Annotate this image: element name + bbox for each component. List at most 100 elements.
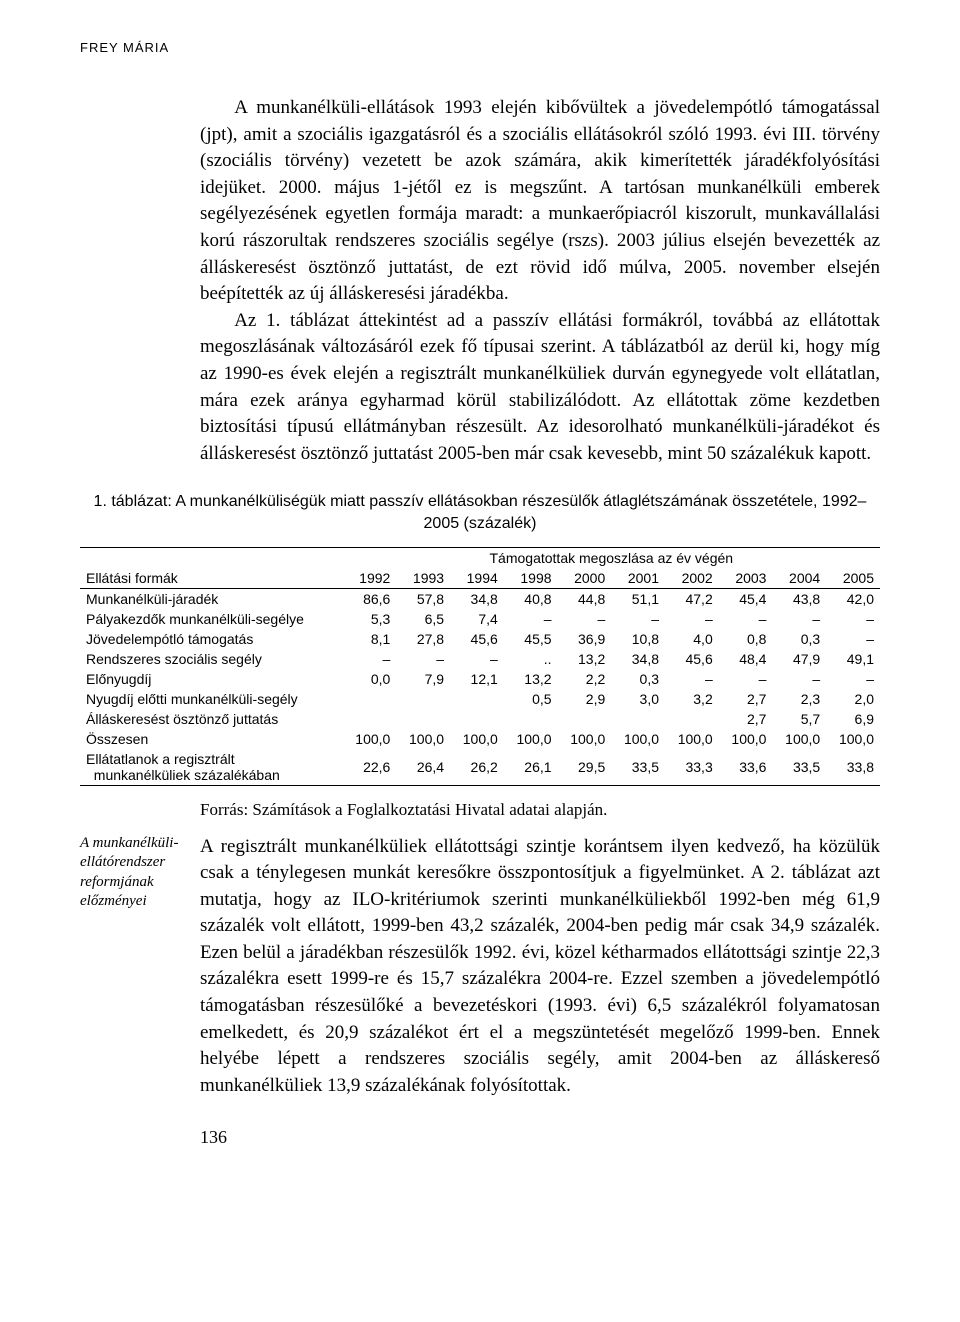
table-row-label: Álláskeresést ösztönző juttatás <box>80 709 343 729</box>
table-row-label: Ellátatlanok a regisztrált munkanélkülie… <box>80 749 343 786</box>
table-year-head: 1993 <box>396 568 450 589</box>
table-cell: 33,5 <box>611 749 665 786</box>
table-cell: – <box>719 609 773 629</box>
table-cell: 86,6 <box>343 588 397 609</box>
table-cell: .. <box>504 649 558 669</box>
table-cell: 34,8 <box>611 649 665 669</box>
paragraph-2: Az 1. táblázat áttekintést ad a passzív … <box>200 308 880 468</box>
paragraph-1: A munkanélküli-ellátások 1993 elején kib… <box>200 95 880 308</box>
paragraph-3: A regisztrált munkanélküliek ellátottság… <box>200 834 880 1100</box>
table-year-head: 1998 <box>504 568 558 589</box>
table-cell: 48,4 <box>719 649 773 669</box>
table-cell <box>396 689 450 709</box>
table-cell: 10,8 <box>611 629 665 649</box>
table-cell: – <box>826 609 880 629</box>
table-cell <box>450 709 504 729</box>
table-cell: 100,0 <box>450 729 504 749</box>
table-cell: 6,5 <box>396 609 450 629</box>
table-cell: 22,6 <box>343 749 397 786</box>
table-cell: 42,0 <box>826 588 880 609</box>
table-cell: 57,8 <box>396 588 450 609</box>
table-year-head: 2004 <box>772 568 826 589</box>
table-cell <box>450 689 504 709</box>
table-cell: 27,8 <box>396 629 450 649</box>
table-cell: 45,5 <box>504 629 558 649</box>
table-year-head: 2002 <box>665 568 719 589</box>
table-year-head: 1994 <box>450 568 504 589</box>
table-row-label: Nyugdíj előtti munkanélküli-segély <box>80 689 343 709</box>
table-row-label: Pályakezdők munkanélküli-segélye <box>80 609 343 629</box>
table-cell: 12,1 <box>450 669 504 689</box>
table-span-head: Támogatottak megoszlása az év végén <box>343 547 880 568</box>
table-cell: 8,1 <box>343 629 397 649</box>
table-cell: – <box>665 669 719 689</box>
table-cell: 100,0 <box>772 729 826 749</box>
table-cell: 100,0 <box>343 729 397 749</box>
table-cell: 40,8 <box>504 588 558 609</box>
table-cell: – <box>772 609 826 629</box>
table-cell: 100,0 <box>558 729 612 749</box>
table-cell: 47,9 <box>772 649 826 669</box>
table-cell: 13,2 <box>558 649 612 669</box>
table-cell: 2,2 <box>558 669 612 689</box>
table-cell <box>504 709 558 729</box>
table-caption: 1. táblázat: A munkanélküliségük miatt p… <box>80 491 880 534</box>
table-cell: – <box>826 669 880 689</box>
table-cell: – <box>504 609 558 629</box>
table-cell: 26,4 <box>396 749 450 786</box>
table-cell <box>343 709 397 729</box>
page-number: 136 <box>200 1127 880 1148</box>
table-cell: – <box>450 649 504 669</box>
table-cell: 0,3 <box>611 669 665 689</box>
table-cell: 7,4 <box>450 609 504 629</box>
table-cell: – <box>396 649 450 669</box>
table-row-label: Jövedelempótló támogatás <box>80 629 343 649</box>
table-year-head: 2003 <box>719 568 773 589</box>
table-cell: 7,9 <box>396 669 450 689</box>
table-cell: 47,2 <box>665 588 719 609</box>
table-cell: 34,8 <box>450 588 504 609</box>
table-cell: – <box>611 609 665 629</box>
table-cell: 5,3 <box>343 609 397 629</box>
table-cell: 29,5 <box>558 749 612 786</box>
table-cell: 33,3 <box>665 749 719 786</box>
table-stub-head: Ellátási formák <box>80 568 343 589</box>
table-cell: 3,2 <box>665 689 719 709</box>
running-head: FREY MÁRIA <box>80 40 880 55</box>
table-cell: – <box>343 649 397 669</box>
table-cell: 44,8 <box>558 588 612 609</box>
table-cell: 45,6 <box>665 649 719 669</box>
table-cell: 26,1 <box>504 749 558 786</box>
table-cell: 100,0 <box>826 729 880 749</box>
table-cell: 0,8 <box>719 629 773 649</box>
table-cell <box>665 709 719 729</box>
data-table: Támogatottak megoszlása az év végén Ellá… <box>80 547 880 786</box>
table-cell: 0,3 <box>772 629 826 649</box>
table-cell: – <box>772 669 826 689</box>
table-cell: 26,2 <box>450 749 504 786</box>
table-cell: 100,0 <box>396 729 450 749</box>
table-cell: 2,9 <box>558 689 612 709</box>
table-cell: 33,6 <box>719 749 773 786</box>
table-year-head: 2000 <box>558 568 612 589</box>
table-cell: 2,7 <box>719 689 773 709</box>
table-cell: 33,8 <box>826 749 880 786</box>
table-row-label: Összesen <box>80 729 343 749</box>
table-cell: 5,7 <box>772 709 826 729</box>
table-cell: 51,1 <box>611 588 665 609</box>
table-cell: 33,5 <box>772 749 826 786</box>
table-cell: 0,0 <box>343 669 397 689</box>
table-cell: 43,8 <box>772 588 826 609</box>
table-cell: 100,0 <box>719 729 773 749</box>
table-cell: 45,6 <box>450 629 504 649</box>
table-cell: 2,3 <box>772 689 826 709</box>
table-cell: 6,9 <box>826 709 880 729</box>
table-cell: 3,0 <box>611 689 665 709</box>
table-cell <box>611 709 665 729</box>
table-cell: 4,0 <box>665 629 719 649</box>
table-cell <box>396 709 450 729</box>
table-cell <box>558 709 612 729</box>
table-row-label: Munkanélküli-járadék <box>80 588 343 609</box>
table-cell: – <box>719 669 773 689</box>
table-cell <box>343 689 397 709</box>
